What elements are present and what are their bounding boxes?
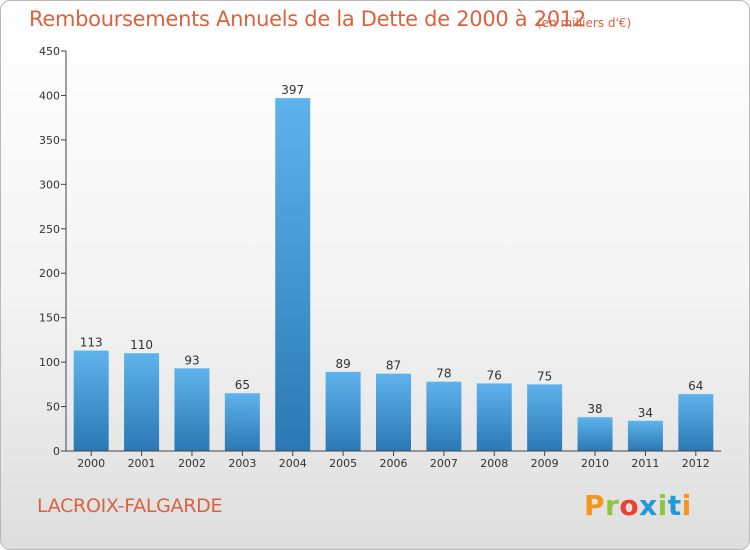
y-tick-label: 150 xyxy=(39,312,60,325)
commune-name: LACROIX-FALGARDE xyxy=(37,495,223,517)
x-tick-label: 2006 xyxy=(380,457,408,470)
logo-letter: o xyxy=(619,489,640,522)
x-tick-label: 2008 xyxy=(480,457,508,470)
x-tick-label: 2001 xyxy=(128,457,156,470)
y-tick-label: 350 xyxy=(39,134,60,147)
y-tick-label: 400 xyxy=(39,89,60,102)
bar xyxy=(476,383,512,451)
logo-letter: r xyxy=(605,489,620,522)
y-tick-label: 300 xyxy=(39,178,60,191)
y-tick-label: 200 xyxy=(39,267,60,280)
logo-letter: x xyxy=(639,489,658,522)
axes-group: 0 50 100 150 200 250 300 350 400 450 2000 2001 2002 2… xyxy=(39,45,721,470)
x-tick-label: 2004 xyxy=(279,457,307,470)
bar xyxy=(275,98,311,451)
data-label: 113 xyxy=(80,336,103,350)
bar xyxy=(376,373,411,451)
data-label: 89 xyxy=(335,357,350,371)
x-tick-label: 2005 xyxy=(329,457,357,470)
logo-letter: t xyxy=(667,489,682,522)
data-label: 34 xyxy=(638,406,653,420)
y-tick-label: 50 xyxy=(46,401,60,414)
x-tick-label: 2009 xyxy=(531,457,559,470)
y-tick-label: 450 xyxy=(39,45,60,58)
bar xyxy=(577,417,613,451)
y-tick-label: 250 xyxy=(39,223,60,236)
bar xyxy=(678,394,714,451)
data-label: 76 xyxy=(487,368,502,382)
bar xyxy=(224,393,260,451)
bar xyxy=(426,381,462,451)
chart-subtitle: (en milliers d'€) xyxy=(537,16,632,30)
labels-group: 113 110 93 65 397 89 87 78 76 75 38 34 64 xyxy=(80,83,704,420)
bar xyxy=(124,353,160,451)
logo-letter: i xyxy=(681,489,692,522)
data-label: 75 xyxy=(537,369,552,383)
y-tick-label: 100 xyxy=(39,356,60,369)
logo-letter: i xyxy=(657,489,668,522)
bar xyxy=(527,384,563,451)
x-tick-label: 2003 xyxy=(228,457,256,470)
bars-group xyxy=(73,98,714,451)
data-label: 397 xyxy=(281,83,304,97)
proxiti-logo: Proxiti xyxy=(584,489,692,522)
data-label: 93 xyxy=(184,353,199,367)
data-label: 65 xyxy=(235,378,250,392)
data-label: 38 xyxy=(587,402,602,416)
bar xyxy=(174,368,210,451)
data-label: 78 xyxy=(436,367,451,381)
x-tick-label: 2000 xyxy=(77,457,105,470)
x-tick-label: 2012 xyxy=(682,457,710,470)
data-label: 110 xyxy=(130,338,153,352)
x-tick-label: 2007 xyxy=(430,457,458,470)
data-label: 64 xyxy=(688,379,703,393)
y-tick-label: 0 xyxy=(53,445,60,458)
bar xyxy=(73,350,109,451)
data-label: 87 xyxy=(386,359,401,373)
x-tick-label: 2011 xyxy=(631,457,659,470)
x-tick-label: 2002 xyxy=(178,457,206,470)
logo-letter: P xyxy=(584,489,606,522)
bar xyxy=(627,420,663,451)
x-tick-label: 2010 xyxy=(581,457,609,470)
chart-title: Remboursements Annuels de la Dette de 20… xyxy=(29,7,586,31)
bar xyxy=(325,371,361,451)
